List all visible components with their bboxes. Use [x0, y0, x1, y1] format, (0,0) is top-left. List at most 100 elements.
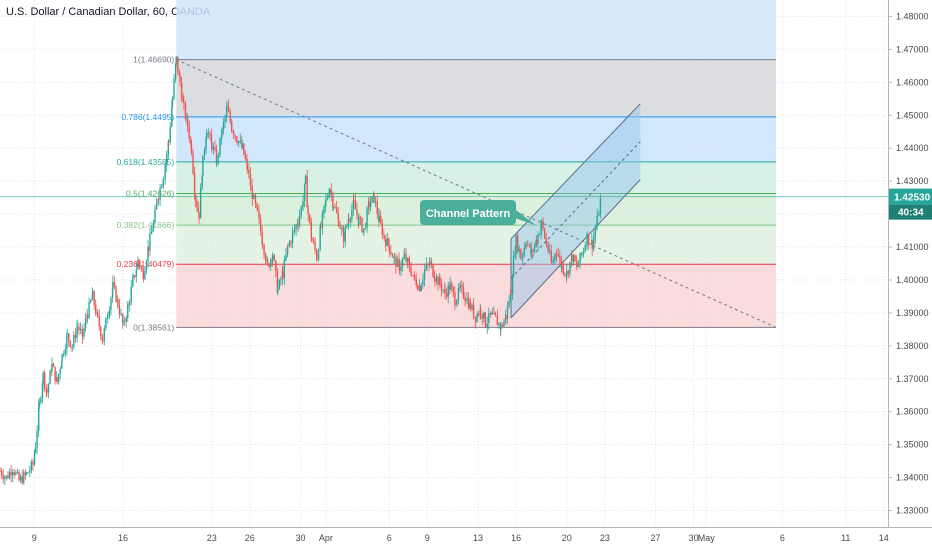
candle-body: [37, 406, 40, 431]
candle-body: [137, 260, 139, 270]
candle-body: [464, 300, 467, 302]
candle-body: [33, 452, 36, 465]
candle-body: [66, 333, 68, 335]
candle-body: [91, 297, 93, 301]
candle-body: [196, 200, 198, 208]
candle-body: [32, 461, 34, 465]
candle-body: [332, 207, 335, 208]
candle-body: [194, 195, 196, 201]
candle-body: [285, 254, 287, 261]
candle-body: [266, 260, 269, 264]
candle-body: [574, 255, 576, 262]
candle-body: [451, 283, 453, 288]
candle-body: [51, 363, 53, 372]
x-tick-label: 30: [296, 533, 306, 543]
fib-band-top: [176, 0, 777, 60]
candle-body: [2, 475, 4, 480]
candle-body: [49, 370, 51, 385]
y-tick-label: 1.38000: [896, 341, 929, 351]
fib-label-0.236: 0.236(1.40479): [117, 259, 175, 269]
candle-body: [134, 275, 136, 277]
candle-body: [479, 308, 482, 315]
candle-body: [393, 256, 396, 258]
candle-body: [576, 263, 578, 267]
candle-body: [190, 143, 193, 153]
candle-body: [280, 279, 282, 281]
candle-body: [162, 179, 164, 187]
candle-body: [462, 286, 465, 298]
candle-body: [115, 286, 117, 302]
candle-body: [511, 276, 514, 295]
candle-body: [261, 230, 263, 244]
candle-body: [596, 215, 598, 223]
candle-body: [89, 300, 92, 303]
candle-body: [530, 249, 532, 254]
candle-body: [63, 354, 65, 355]
channel-callout: Channel Pattern: [420, 200, 537, 226]
candle-body: [493, 312, 495, 315]
candle-body: [5, 475, 8, 477]
candle-body: [405, 253, 407, 262]
candle-body: [449, 283, 451, 290]
candle-body: [21, 476, 23, 483]
candle-body: [183, 101, 185, 104]
candle-body: [256, 208, 259, 211]
candle-body: [429, 261, 431, 265]
candle-body: [108, 310, 111, 318]
candle-body: [144, 270, 146, 280]
candle-body: [506, 305, 509, 319]
candle-body: [184, 103, 187, 119]
time-axis: 9 16 23 26 30 Apr 6 9 13 16 20 23 27 30 May 6 11 14: [0, 527, 932, 543]
candle-body: [24, 472, 27, 475]
candle-body: [328, 194, 330, 198]
candle-body: [241, 143, 243, 148]
x-tick-label: 26: [245, 533, 255, 543]
x-tick-label: 13: [473, 533, 483, 543]
candle-body: [147, 246, 150, 251]
candle-body: [100, 326, 102, 337]
candle-body: [334, 207, 336, 208]
candle-body: [398, 262, 401, 271]
x-tick-label: 30: [689, 533, 699, 543]
candle-body: [528, 244, 531, 246]
candle-body: [107, 317, 109, 319]
candle-body: [117, 299, 119, 306]
candle-body: [288, 242, 291, 247]
candle-body: [481, 314, 483, 319]
fib-label-0.382: 0.382(1.41666): [117, 220, 175, 230]
candle-body: [510, 289, 512, 295]
candle-body: [231, 131, 233, 133]
candle-body: [219, 137, 221, 156]
candle-body: [471, 304, 473, 310]
fib-label-1: 1(1.46690): [133, 55, 174, 65]
candle-body: [403, 253, 406, 256]
y-tick-label: 1.45000: [896, 110, 929, 120]
candle-body: [400, 266, 402, 271]
candle-body: [554, 254, 556, 261]
candle-body: [261, 243, 264, 245]
candle-body: [535, 239, 538, 245]
candle-body: [96, 313, 99, 316]
countdown-label: 40:34: [898, 208, 924, 219]
candle-body: [396, 258, 399, 267]
candle-body: [10, 471, 12, 476]
candle-body: [271, 255, 274, 261]
candle-body: [505, 314, 507, 319]
fib-band-1: [176, 59, 777, 117]
candle-body: [354, 200, 357, 210]
candle-body: [4, 476, 6, 480]
candle-body: [135, 269, 138, 277]
candle-body: [454, 291, 456, 305]
candle-body: [501, 325, 504, 327]
y-tick-label: 1.48000: [896, 11, 929, 21]
candle-body: [225, 107, 228, 117]
candle-body: [113, 282, 116, 287]
candle-body: [84, 318, 87, 329]
candle-body: [293, 229, 296, 232]
candle-body: [264, 254, 267, 262]
fib-band-0.786: [176, 116, 777, 162]
candle-body: [344, 227, 346, 242]
candle-body: [509, 289, 512, 302]
candle-body: [155, 203, 158, 210]
